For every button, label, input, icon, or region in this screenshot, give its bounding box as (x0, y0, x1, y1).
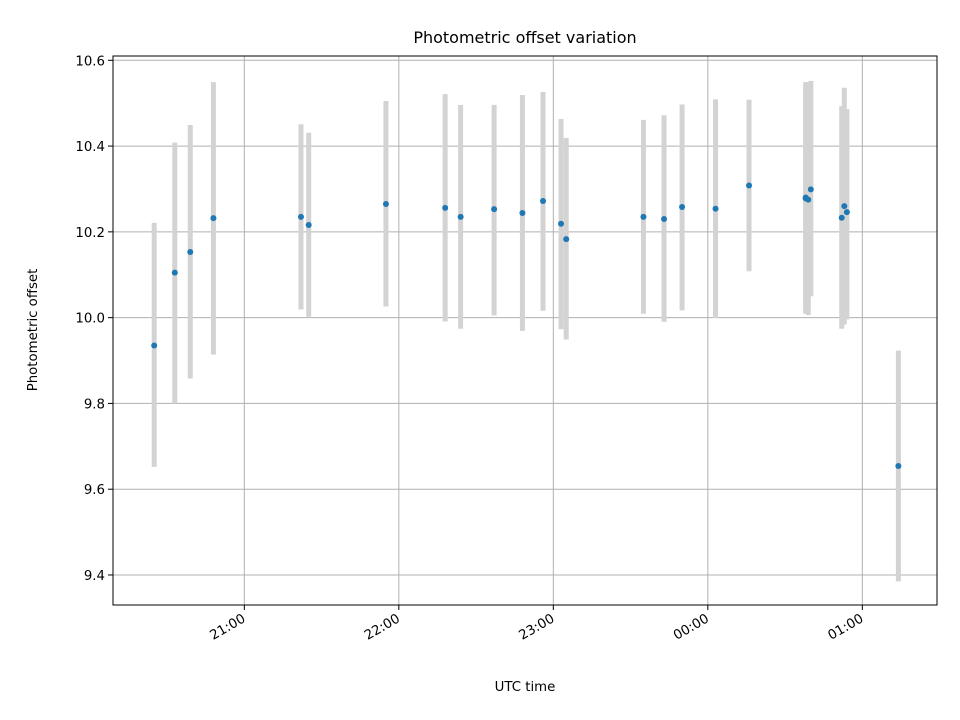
data-point (151, 342, 158, 349)
data-point (679, 203, 686, 210)
data-point (305, 221, 312, 228)
data-point (841, 203, 848, 210)
x-tick-label: 01:00 (826, 611, 867, 643)
chart-title: Photometric offset variation (413, 28, 636, 47)
data-point (563, 236, 570, 243)
data-point (457, 213, 464, 220)
plot-frame (112, 55, 938, 606)
y-tick-label: 10.2 (75, 226, 105, 241)
y-axis-ticks: 9.4 9.6 9.8 10.0 10.2 10.4 10.6 (75, 54, 113, 584)
data-point (519, 209, 526, 216)
y-axis-label: Photometric offset (26, 269, 41, 392)
x-tick-label: 23:00 (517, 611, 558, 643)
y-tick-label: 10.6 (75, 54, 105, 69)
data-point (540, 197, 547, 204)
data-point (895, 463, 902, 470)
grid-lines (113, 56, 937, 605)
y-tick-label: 10.0 (75, 312, 105, 327)
data-point (491, 206, 498, 213)
data-point (187, 249, 194, 256)
data-point (805, 196, 812, 203)
data-point (712, 205, 719, 212)
data-point (297, 213, 304, 220)
x-tick-label: 00:00 (671, 611, 712, 643)
x-tick-label: 22:00 (362, 611, 403, 643)
data-point (442, 204, 449, 211)
data-point (558, 220, 565, 227)
x-axis-ticks: 21:00 22:00 23:00 00:00 01:00 (208, 605, 867, 644)
data-point (210, 215, 217, 222)
data-point (661, 215, 668, 222)
data-point (807, 186, 814, 193)
y-tick-label: 9.8 (84, 397, 105, 412)
data-point (640, 213, 647, 220)
data-point (838, 214, 845, 221)
data-points (151, 182, 902, 470)
error-bars (151, 80, 901, 582)
data-point (746, 182, 753, 189)
y-tick-label: 10.4 (75, 140, 105, 155)
x-tick-label: 21:00 (208, 611, 249, 643)
y-tick-label: 9.4 (84, 569, 105, 584)
data-point (171, 269, 178, 276)
data-point (382, 200, 389, 207)
x-axis-label: UTC time (495, 680, 556, 695)
y-tick-label: 9.6 (84, 483, 105, 498)
data-point (843, 209, 850, 216)
